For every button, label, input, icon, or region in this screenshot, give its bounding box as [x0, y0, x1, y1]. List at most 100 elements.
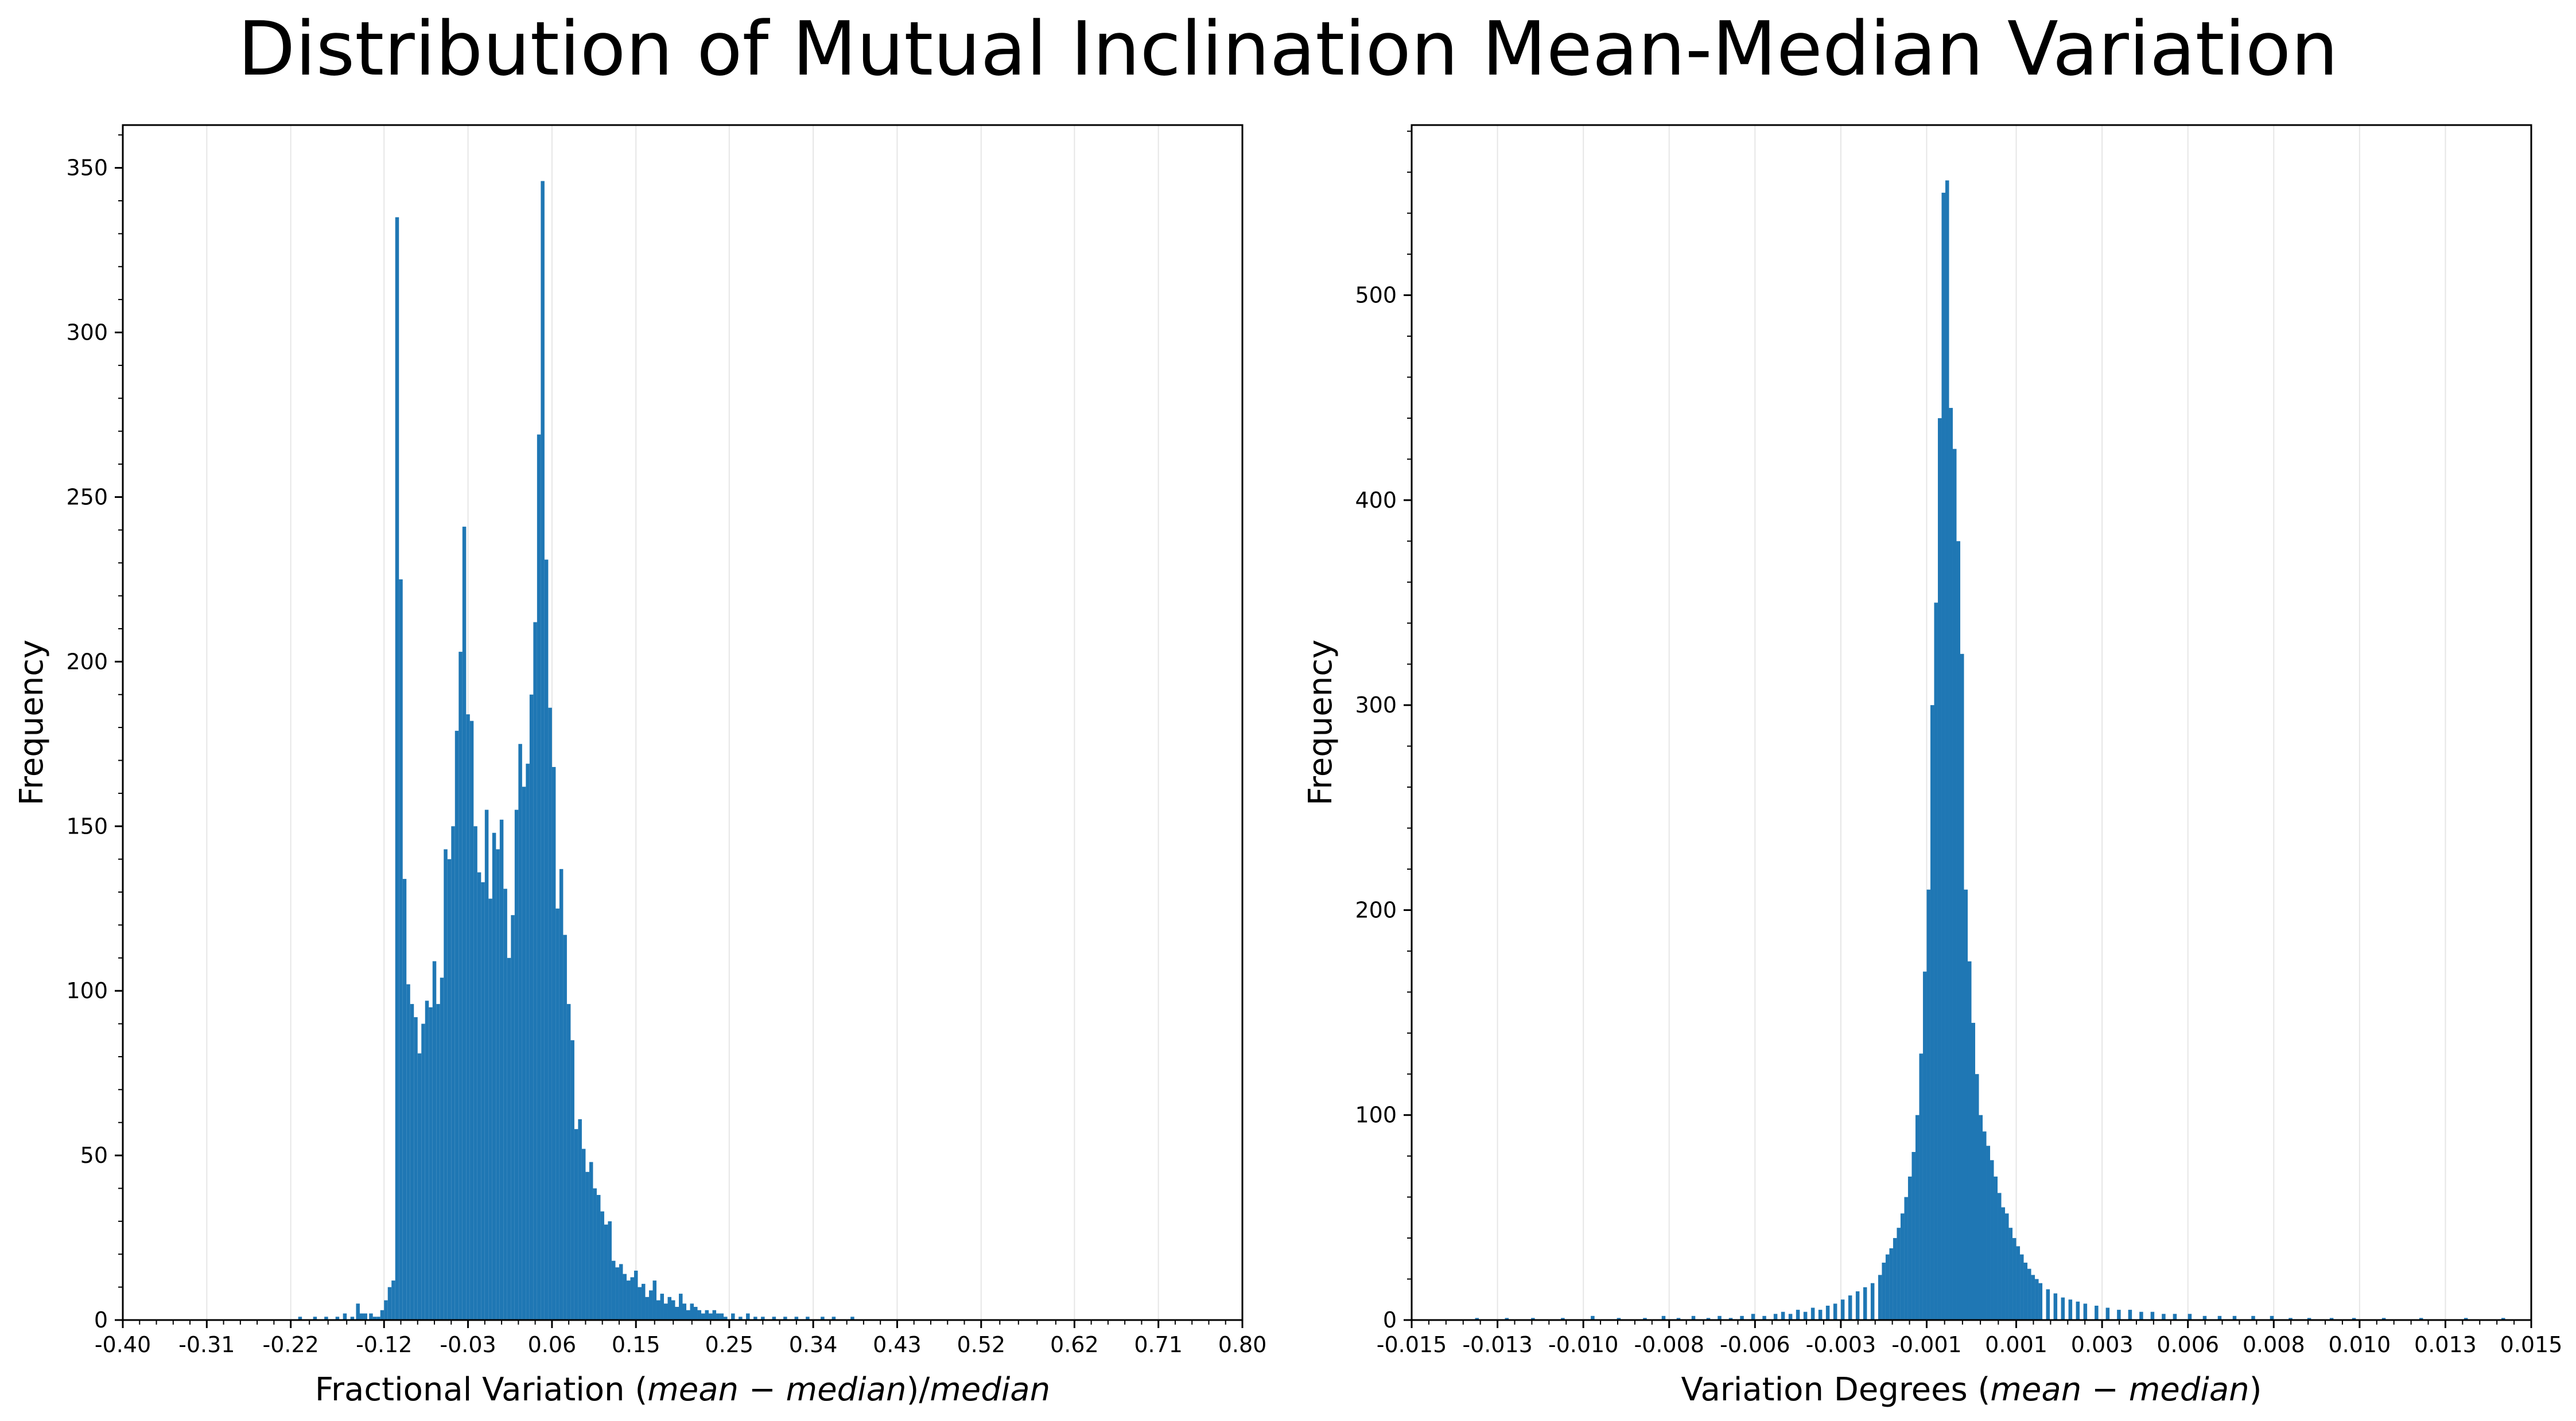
bar-101	[2501, 1318, 2505, 1320]
bar-37	[473, 826, 477, 1320]
axes-frame	[122, 124, 1244, 1321]
bar-19	[1796, 1310, 1800, 1320]
bar-9	[369, 1313, 373, 1320]
x-tick-label: 0.003	[2071, 1332, 2134, 1357]
bar-114	[821, 1317, 825, 1320]
bar-68	[589, 1162, 593, 1320]
y-tick-label: 250	[66, 484, 108, 509]
bar-32	[454, 730, 459, 1320]
bar-72	[2035, 1279, 2039, 1320]
bar-26	[1848, 1295, 1852, 1320]
bar-17	[1781, 1311, 1785, 1320]
bar-19	[406, 984, 410, 1320]
bar-28	[440, 978, 444, 1320]
bar-71	[600, 1211, 604, 1320]
bar-14	[1751, 1314, 1755, 1320]
bar-5	[350, 1317, 355, 1320]
bar-11	[1718, 1315, 1722, 1320]
bar-85	[2150, 1311, 2155, 1320]
bar-69	[593, 1188, 597, 1320]
bar-106	[739, 1317, 743, 1320]
bar-54	[1967, 961, 1972, 1320]
bar-9	[1691, 1315, 1696, 1320]
x-tick-label: 0.52	[957, 1332, 1005, 1357]
y-tick-label: 100	[1355, 1103, 1397, 1128]
bar-100	[709, 1313, 713, 1320]
bar-112	[794, 1317, 799, 1320]
x-axis-label-math: mean − median	[647, 1371, 906, 1408]
bar-91	[675, 1307, 679, 1320]
bar-38	[1907, 1176, 1912, 1320]
bar-82	[641, 1283, 646, 1320]
bar-0	[298, 1317, 302, 1320]
bar-33	[459, 652, 463, 1320]
bar-74	[2046, 1289, 2050, 1320]
bar-92	[2251, 1315, 2255, 1320]
bar-78	[2076, 1301, 2080, 1320]
bar-73	[608, 1221, 612, 1320]
y-tick-label: 0	[1383, 1307, 1397, 1333]
bar-61	[1994, 1176, 1998, 1320]
bar-20	[1803, 1311, 1808, 1320]
bar-96	[2329, 1318, 2334, 1320]
y-tick-label: 300	[66, 320, 108, 345]
bar-110	[772, 1317, 776, 1320]
bar-23	[421, 1023, 425, 1320]
bar-16	[1773, 1314, 1778, 1320]
bar-59	[1986, 1146, 1991, 1320]
bar-79	[630, 1277, 634, 1320]
bar-93	[2270, 1315, 2274, 1320]
bar-88	[2188, 1314, 2192, 1320]
x-axis-label: Variation Degrees (mean − median)	[1681, 1371, 2262, 1408]
bar-42	[492, 832, 496, 1320]
x-tick-label: -0.001	[1891, 1332, 1962, 1357]
bar-26	[432, 961, 437, 1320]
bar-93	[682, 1303, 687, 1320]
bar-29	[1870, 1283, 1875, 1320]
x-axis-label-suffix: )	[2249, 1371, 2262, 1408]
x-tick-label: 0.80	[1218, 1332, 1267, 1357]
bar-43	[1926, 889, 1930, 1320]
bar-98	[2381, 1318, 2386, 1320]
bar-35	[1897, 1228, 1901, 1320]
bar-109	[761, 1317, 765, 1320]
bar-23	[1825, 1305, 1830, 1320]
bar-83	[645, 1297, 649, 1320]
x-axis-label: Fractional Variation (mean − median)/med…	[315, 1371, 1050, 1408]
bar-7	[359, 1313, 364, 1320]
bar-8	[1676, 1318, 1681, 1320]
bar-25	[429, 1007, 433, 1320]
x-tick-label: -0.03	[440, 1332, 496, 1357]
bar-98	[701, 1313, 705, 1320]
bar-92	[678, 1294, 683, 1320]
bar-58	[551, 766, 556, 1320]
bar-65	[2008, 1228, 2013, 1320]
bar-60	[559, 869, 564, 1320]
x-axis-label-prefix: Fractional Variation (	[315, 1371, 647, 1408]
bar-89	[2202, 1315, 2207, 1320]
bar-62	[566, 1004, 571, 1320]
bar-45	[503, 889, 507, 1320]
x-tick-label: -0.013	[1462, 1332, 1533, 1357]
bar-94	[686, 1310, 690, 1320]
x-tick-label: 0.34	[789, 1332, 838, 1357]
bar-1	[1505, 1318, 1509, 1320]
axes-frame	[1411, 124, 2532, 1321]
bar-95	[2307, 1318, 2311, 1320]
bar-40	[1915, 1115, 1920, 1320]
bar-22	[1818, 1310, 1823, 1320]
bar-56	[1975, 1074, 1979, 1320]
bar-96	[694, 1307, 698, 1320]
bar-55	[1971, 1022, 1976, 1320]
x-tick-label: 0.06	[528, 1332, 577, 1357]
x-axis-label-math: mean − median	[1990, 1371, 2249, 1408]
bar-22	[417, 1053, 422, 1320]
bar-74	[611, 1260, 616, 1320]
y-tick-label: 200	[66, 649, 108, 674]
bar-52	[1960, 653, 1964, 1320]
bar-69	[2023, 1262, 2028, 1320]
bar-72	[604, 1224, 608, 1320]
bar-31	[1882, 1262, 1886, 1320]
bar-24	[425, 1000, 429, 1320]
y-tick-label: 0	[94, 1307, 108, 1333]
